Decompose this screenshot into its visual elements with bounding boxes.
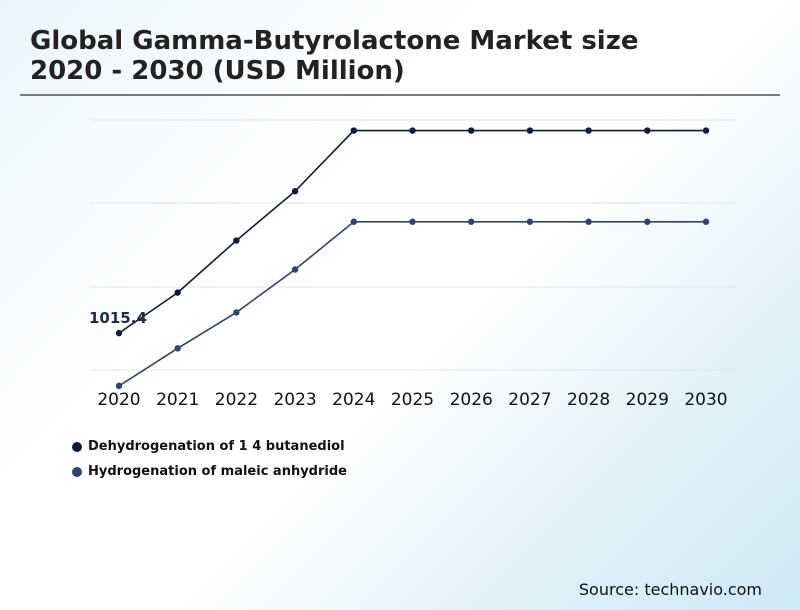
x-tick-label-2028: 2028 <box>567 390 610 410</box>
x-axis-tick-labels: 2020 2021 2022 2023 2024 2025 2026 2027 2028 2029… <box>97 390 727 410</box>
series-line-1 <box>118 129 706 334</box>
data-point-s1-2030[interactable] <box>702 127 710 134</box>
x-tick-label-2025: 2025 <box>391 390 434 410</box>
data-point-s1-2020[interactable] <box>115 329 123 337</box>
data-point-s1-2023[interactable] <box>291 187 299 195</box>
data-point-s2-2030[interactable] <box>702 218 710 225</box>
data-point-s2-2023[interactable] <box>291 266 299 273</box>
data-point-s1-2025[interactable] <box>409 127 416 134</box>
data-point-s2-2024[interactable] <box>350 218 357 225</box>
data-point-s1-2026[interactable] <box>468 127 475 134</box>
data-point-s2-2029[interactable] <box>644 218 651 225</box>
series-lines <box>118 129 706 387</box>
data-point-s1-2027[interactable] <box>526 127 534 134</box>
data-point-s2-2022[interactable] <box>233 309 240 316</box>
x-tick-label-2029: 2029 <box>626 390 669 410</box>
x-tick-label-2022: 2022 <box>215 390 258 410</box>
data-point-s1-2022[interactable] <box>233 237 240 244</box>
x-tick-label-2030: 2030 <box>684 390 727 410</box>
legend-label-2: Hydrogenation of maleic anhydride <box>88 464 347 479</box>
title-divider <box>20 94 780 96</box>
x-tick-label-2020: 2020 <box>97 390 140 410</box>
data-point-s1-2028[interactable] <box>585 127 592 134</box>
legend-item-1[interactable]: Dehydrogenation of 1 4 butanediol <box>72 434 347 459</box>
data-labels: 1015.4 <box>89 309 147 327</box>
data-point-s2-2021[interactable] <box>174 345 181 352</box>
chart-title: Global Gamma-Butyrolactone Market size 2… <box>30 26 639 86</box>
data-point-s1-2021[interactable] <box>174 289 181 296</box>
chart-title-line-1: Global Gamma-Butyrolactone Market size <box>30 26 639 56</box>
x-tick-label-2027: 2027 <box>508 390 551 410</box>
x-tick-label-2026: 2026 <box>450 390 493 410</box>
data-point-s1-2024[interactable] <box>350 127 357 134</box>
data-point-s2-2028[interactable] <box>585 218 592 225</box>
legend-marker-1 <box>72 441 82 452</box>
data-point-s2-2027[interactable] <box>526 218 534 225</box>
series-line-2 <box>118 221 706 387</box>
legend-item-2[interactable]: Hydrogenation of maleic anhydride <box>72 459 347 484</box>
legend-label-1: Dehydrogenation of 1 4 butanediol <box>88 439 345 454</box>
x-tick-label-2024: 2024 <box>332 390 375 410</box>
legend-marker-2 <box>72 466 82 477</box>
data-point-s1-2029[interactable] <box>644 127 651 134</box>
data-point-s2-2025[interactable] <box>409 218 416 225</box>
chart-title-line-2: 2020 - 2030 (USD Million) <box>30 56 405 86</box>
source-credit: Source: technavio.com <box>578 580 762 599</box>
data-label-1: 1015.4 <box>89 309 147 327</box>
legend: Dehydrogenation of 1 4 butanediol Hydrog… <box>72 434 347 484</box>
gridlines <box>90 119 736 371</box>
x-tick-label-2023: 2023 <box>273 390 316 410</box>
data-point-s2-2020[interactable] <box>115 382 123 390</box>
data-point-s2-2026[interactable] <box>468 218 475 225</box>
series-points <box>115 127 710 390</box>
x-tick-label-2021: 2021 <box>156 390 199 410</box>
